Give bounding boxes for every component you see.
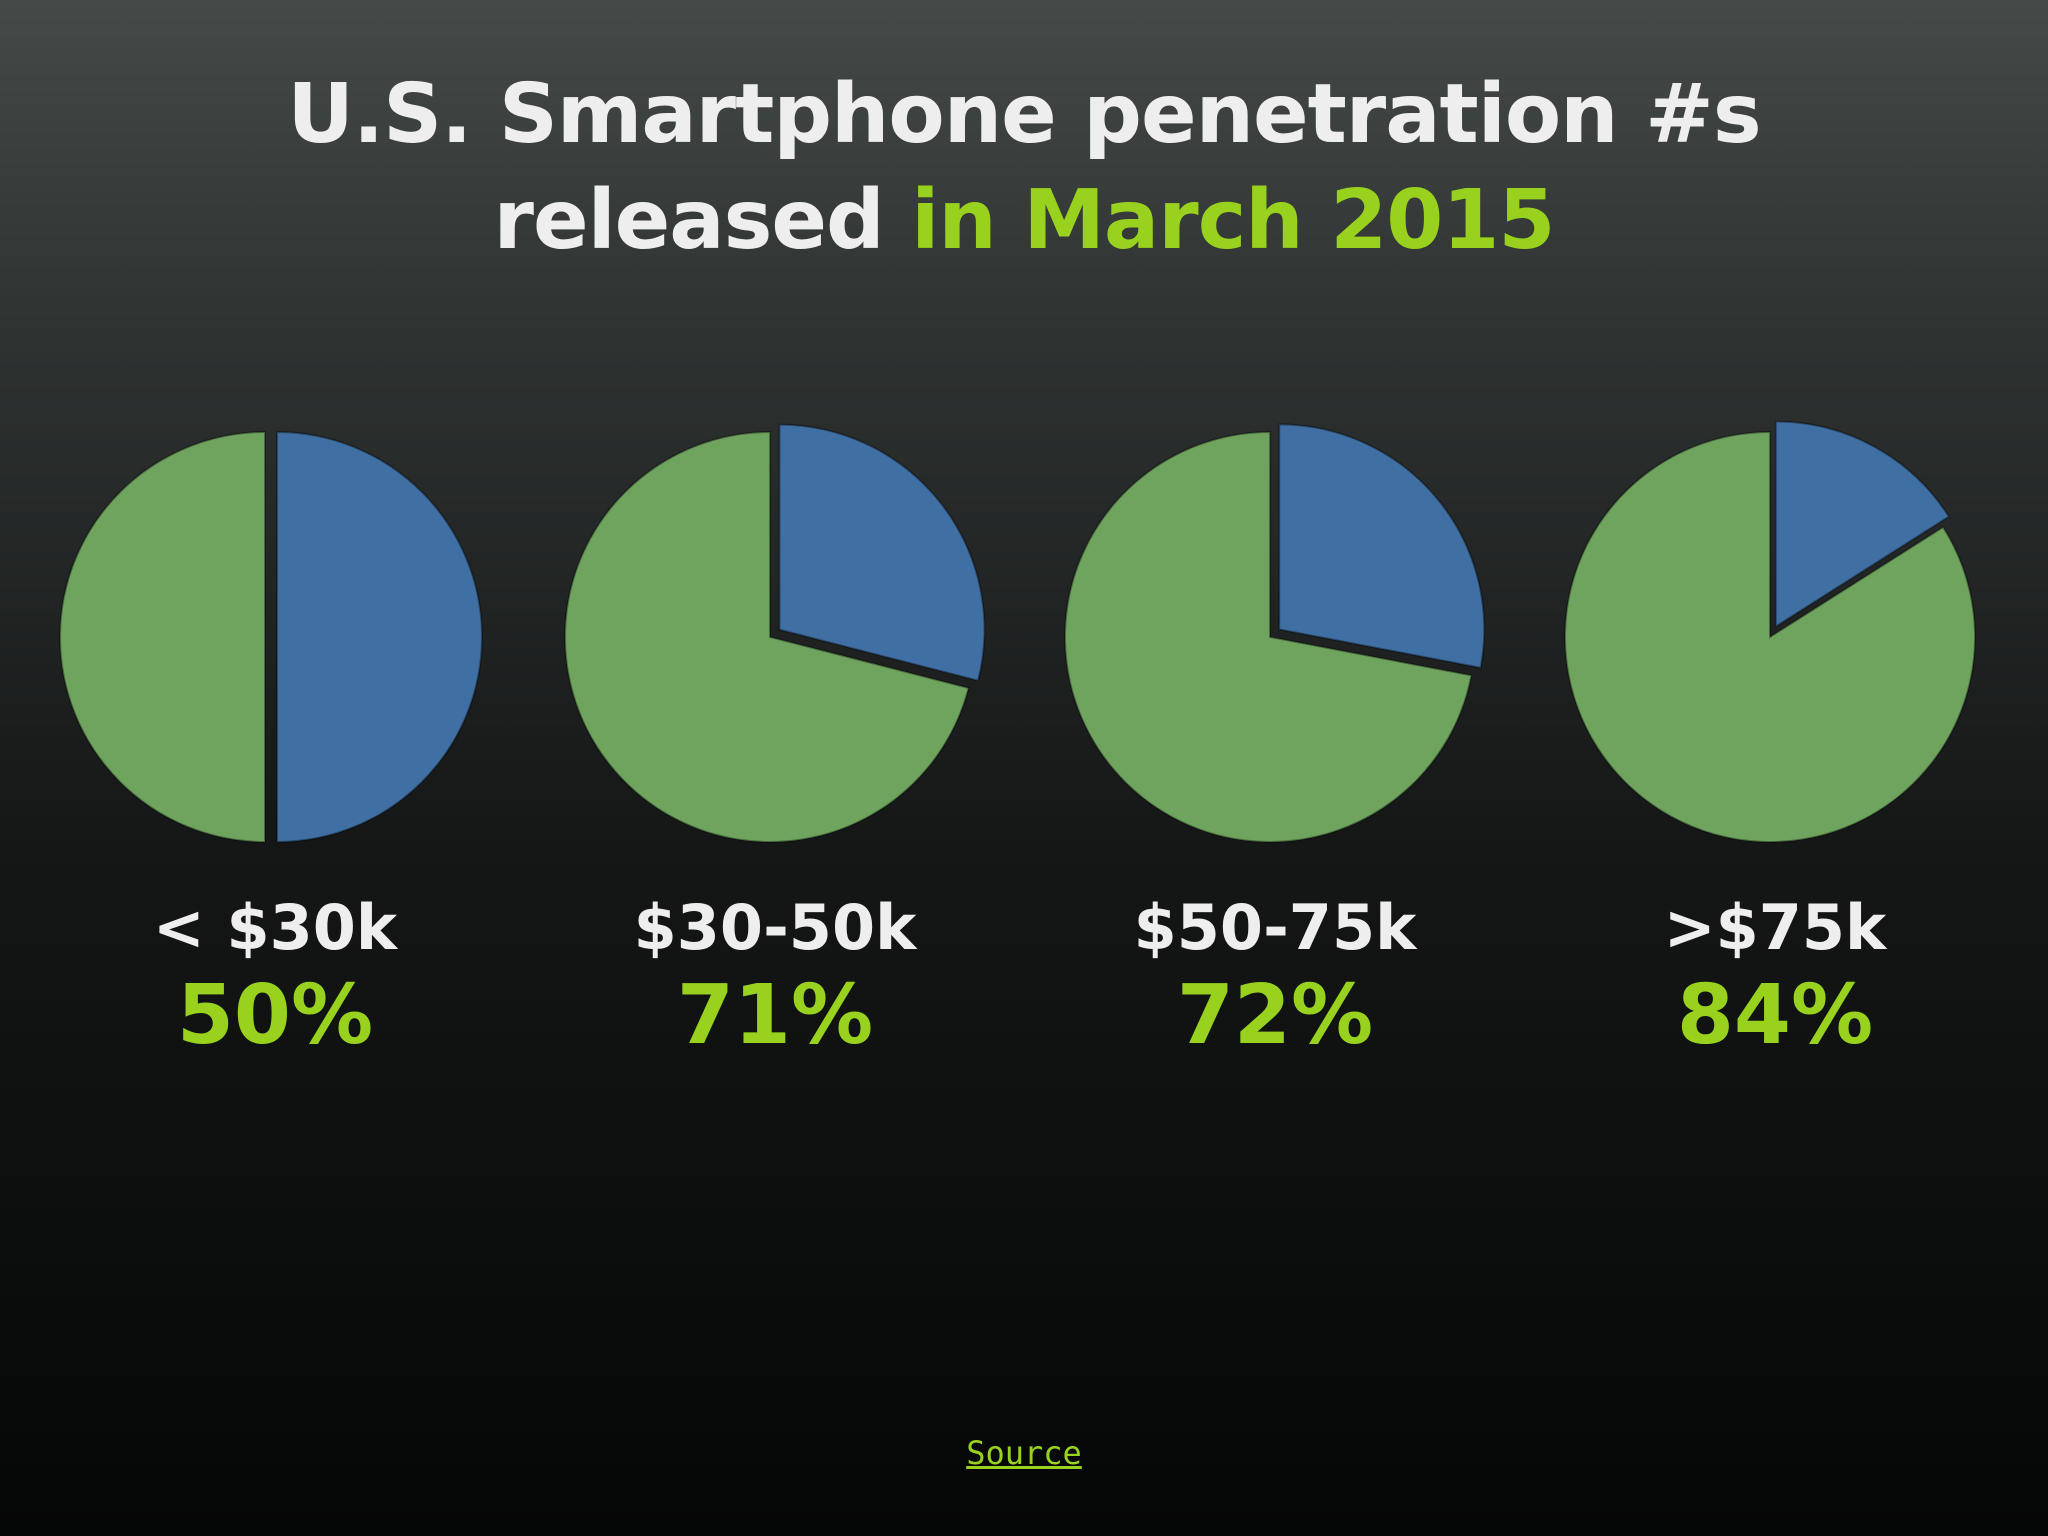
title-line-2-accent: in March 2015 (911, 173, 1555, 268)
pie-slice-other-4 (1774, 420, 1951, 629)
pie-chart-3 (1064, 423, 1486, 843)
pie-slice-smartphone-2 (564, 430, 970, 843)
income-label-2: $30-50k (633, 891, 917, 964)
title-line-1: U.S. Smartphone penetration #s (287, 67, 1761, 162)
pie-slice-other-1 (276, 430, 483, 844)
pie-chart-1 (59, 430, 483, 844)
percent-label-1: 50% (176, 968, 374, 1063)
pie-chart-4 (1564, 420, 1976, 843)
pie-chart-2 (564, 423, 986, 843)
percent-label-4: 84% (1676, 968, 1874, 1063)
pie-slice-smartphone-1 (59, 430, 266, 844)
percent-label-3: 72% (1176, 968, 1374, 1063)
source-link[interactable]: Source (966, 1434, 1082, 1472)
chart-title: U.S. Smartphone penetration #s released … (0, 62, 2048, 274)
title-line-2: released in March 2015 (0, 168, 2048, 274)
pie-slice-smartphone-4 (1564, 430, 1976, 843)
pie-slice-other-3 (1278, 423, 1486, 669)
income-label-1: < $30k (152, 891, 398, 964)
pie-slice-smartphone-3 (1064, 430, 1473, 843)
income-label-3: $50-75k (1133, 891, 1417, 964)
title-line-2-prefix: released (493, 173, 912, 268)
income-label-4: >$75k (1663, 891, 1887, 964)
percent-label-2: 71% (676, 968, 874, 1063)
pie-slice-other-2 (778, 423, 986, 682)
source-footer: Source (0, 1433, 2048, 1473)
